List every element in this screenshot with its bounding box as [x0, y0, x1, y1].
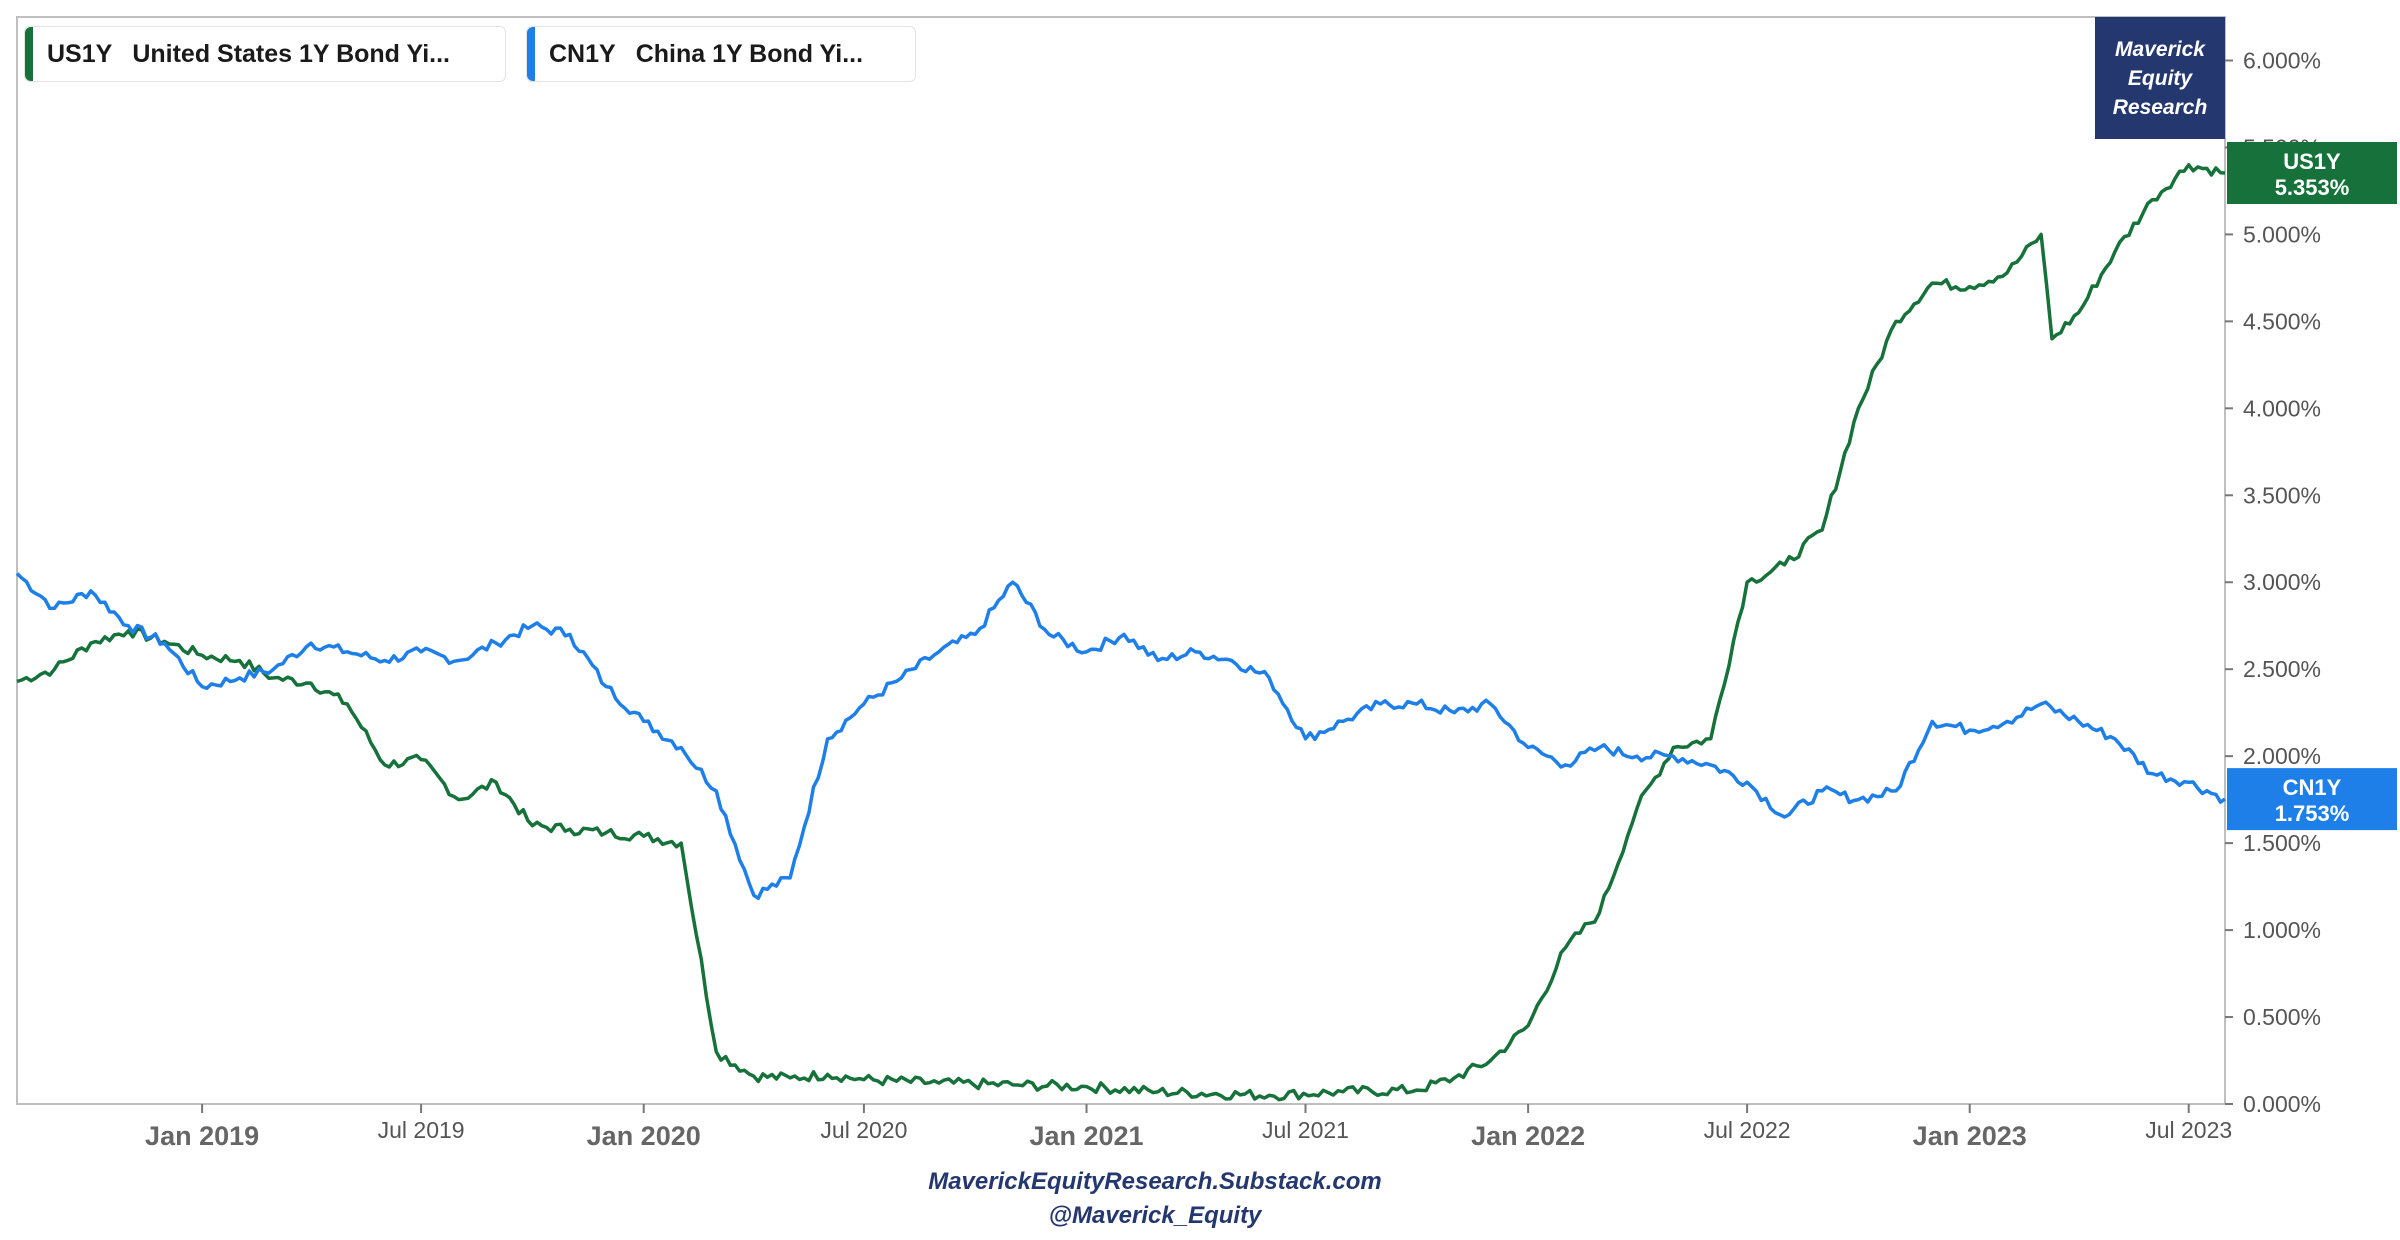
- plot-frame: [16, 16, 2226, 1105]
- y-tick-label: 4.000%: [2243, 395, 2321, 421]
- series-lines: [15, 163, 2226, 1102]
- legend-item-cn1y[interactable]: CN1Y China 1Y Bond Yi...: [526, 26, 916, 82]
- x-tick-label: Jan 2020: [587, 1121, 701, 1151]
- y-tick-label: 1.500%: [2243, 830, 2321, 856]
- y-tick-label: 0.000%: [2243, 1091, 2321, 1117]
- x-tick-label: Jul 2022: [1704, 1117, 1791, 1143]
- series-line-us1y: [16, 163, 2226, 1102]
- legend-item-us1y[interactable]: US1Y United States 1Y Bond Yi...: [24, 26, 506, 82]
- last-value-badge-us1y: [2227, 142, 2397, 205]
- legend-ticker: CN1Y: [549, 39, 616, 68]
- legend-swatch-cn1y: [527, 27, 535, 81]
- brand-line: Research: [2112, 95, 2208, 119]
- y-tick-label: 5.000%: [2243, 221, 2321, 247]
- legend-ticker: US1Y: [47, 39, 113, 68]
- last-value-badge-cn1y: [2227, 768, 2397, 831]
- x-tick-label: Jul 2023: [2145, 1117, 2232, 1143]
- last-value-text: 5.353%: [2275, 175, 2350, 200]
- y-tick-label: 0.500%: [2243, 1004, 2321, 1030]
- x-tick-label: Jan 2021: [1029, 1121, 1143, 1151]
- last-value-ticker: US1Y: [2283, 149, 2341, 174]
- legend-swatch-us1y: [25, 27, 33, 81]
- y-tick-label: 3.000%: [2243, 569, 2321, 595]
- series-line-cn1y: [15, 572, 2226, 901]
- brand-line: Maverick: [2115, 37, 2205, 61]
- y-tick-label: 2.500%: [2243, 656, 2321, 682]
- x-tick-label: Jul 2019: [378, 1117, 465, 1143]
- y-tick-label: 4.500%: [2243, 308, 2321, 334]
- y-tick-label: 6.000%: [2243, 47, 2321, 73]
- y-tick-label: 3.500%: [2243, 482, 2321, 508]
- footer-url: MaverickEquityResearch.Substack.com: [928, 1168, 1382, 1195]
- y-axis: 0.000% 0.500% 1.000% 1.500% 2.000% 2.500% 3.00…: [2225, 47, 2321, 1117]
- last-value-ticker: CN1Y: [2283, 775, 2342, 800]
- y-tick-label: 1.000%: [2243, 917, 2321, 943]
- legend-label: China 1Y Bond Yi...: [635, 39, 864, 68]
- footer-handle: @Maverick_Equity: [1048, 1202, 1262, 1229]
- x-axis: Jan 2019 Jul 2019 Jan 2020 Jul 2020 Jan 2021…: [145, 1104, 2232, 1151]
- x-tick-label: Jan 2022: [1471, 1121, 1585, 1151]
- x-tick-label: Jul 2020: [820, 1117, 907, 1143]
- legend-label: United States 1Y Bond Yi...: [132, 39, 450, 68]
- last-value-text: 1.753%: [2275, 801, 2350, 826]
- brand-line: Equity: [2127, 66, 2193, 90]
- x-tick-label: Jan 2023: [1913, 1121, 2027, 1151]
- x-tick-label: Jan 2019: [145, 1121, 259, 1151]
- x-tick-label: Jul 2021: [1262, 1117, 1349, 1143]
- y-tick-label: 2.000%: [2243, 743, 2321, 769]
- brand-logo: Maverick Equity Research: [2095, 17, 2225, 139]
